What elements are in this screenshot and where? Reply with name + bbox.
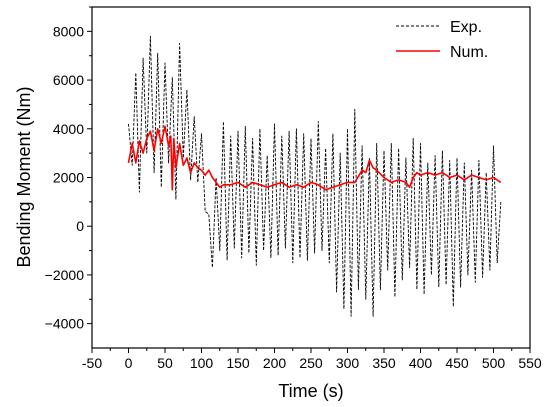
x-tick-label: 350	[372, 355, 396, 371]
y-tick-label: 2000	[53, 170, 84, 186]
y-tick-label: 6000	[53, 72, 84, 88]
legend-label-exp: Exp.	[450, 19, 482, 36]
y-tick-label: 8000	[53, 23, 84, 39]
y-axis-title: Bending Moment (Nm)	[14, 86, 34, 267]
series-exp-line	[128, 35, 502, 317]
x-tick-label: 50	[157, 355, 173, 371]
legend-label-num: Num.	[450, 44, 488, 61]
y-tick-label: −2000	[45, 267, 85, 283]
y-tick-label: 0	[76, 218, 84, 234]
x-axis-ticks: -50 0 50 100 150 200 250 300 350 400 450 500 550	[82, 348, 542, 371]
data-layer	[127, 35, 502, 317]
x-tick-label: 100	[190, 355, 214, 371]
y-tick-label: −4000	[45, 316, 85, 332]
x-axis-title: Time (s)	[278, 381, 343, 401]
x-tick-label: 400	[409, 355, 433, 371]
legend: Exp. Num.	[396, 19, 488, 61]
series-num-line	[127, 125, 502, 191]
x-tick-label: 200	[263, 355, 287, 371]
y-axis-ticks: −4000 −2000 0 2000 4000 6000 8000	[45, 6, 92, 332]
x-tick-label: 250	[299, 355, 323, 371]
x-tick-label: 150	[226, 355, 250, 371]
x-tick-label: 550	[518, 355, 542, 371]
x-tick-label: 0	[125, 355, 133, 371]
y-tick-label: 4000	[53, 121, 84, 137]
x-tick-label: 300	[336, 355, 360, 371]
x-tick-label: 500	[482, 355, 506, 371]
x-tick-label: 450	[445, 355, 469, 371]
x-tick-label: -50	[82, 355, 102, 371]
